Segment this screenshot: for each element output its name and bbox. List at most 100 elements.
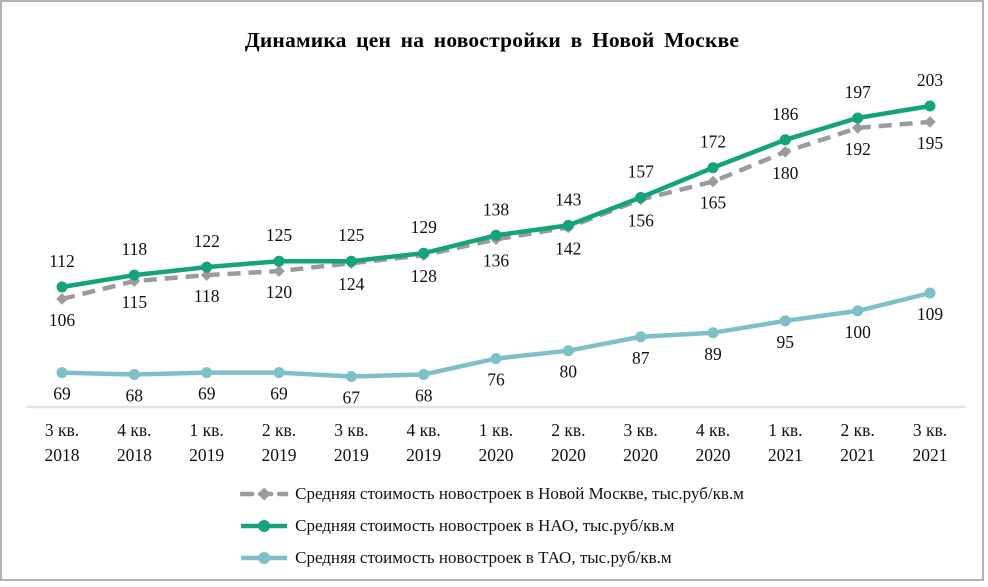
data-label: 68	[126, 386, 144, 406]
data-point-marker	[779, 134, 791, 146]
data-label: 118	[194, 286, 220, 306]
x-axis-label-year: 2021	[913, 445, 948, 465]
data-label: 143	[555, 189, 582, 209]
data-label: 124	[338, 274, 365, 294]
x-axis-label-quarter: 3 кв.	[45, 420, 79, 440]
x-axis-label-year: 2021	[768, 445, 803, 465]
data-label: 172	[700, 132, 726, 152]
x-axis-label-quarter: 1 кв.	[190, 420, 224, 440]
data-point-marker	[852, 305, 864, 317]
x-axis-label-year: 2019	[189, 445, 224, 465]
data-point-marker	[707, 175, 719, 188]
x-axis-label-year: 2020	[479, 445, 514, 465]
data-label: 122	[194, 231, 220, 251]
x-axis-label-quarter: 1 кв.	[768, 420, 802, 440]
data-label: 68	[415, 386, 433, 406]
data-point-marker	[851, 122, 864, 134]
data-label: 129	[411, 217, 438, 237]
data-label: 67	[343, 388, 361, 408]
data-point-marker	[273, 255, 285, 267]
data-point-marker	[273, 265, 285, 277]
x-axis-label-year: 2018	[45, 445, 80, 465]
data-point-marker	[707, 162, 719, 174]
data-label: 69	[198, 384, 216, 404]
data-label: 125	[266, 225, 293, 245]
data-label: 106	[49, 310, 76, 330]
data-label: 192	[845, 139, 871, 159]
data-label: 128	[411, 266, 438, 286]
data-label: 203	[917, 70, 944, 90]
data-point-marker	[779, 315, 791, 327]
data-label: 87	[632, 348, 650, 368]
legend-dashed-line-icon	[240, 487, 289, 501]
data-label: 76	[487, 370, 505, 390]
data-point-marker	[345, 371, 357, 382]
legend-item-nao: Средняя стоимость новостроек в НАО, тыс.…	[240, 510, 744, 542]
chart-title: Динамика цен на новостройки в Новой Моск…	[244, 28, 740, 52]
x-axis-label-year: 2021	[840, 445, 875, 465]
data-point-marker	[924, 100, 936, 112]
data-point-marker	[707, 327, 719, 339]
data-point-marker	[128, 269, 140, 281]
legend: Средняя стоимость новостроек в Новой Мос…	[240, 478, 744, 574]
data-label: 69	[53, 384, 71, 404]
data-point-marker	[345, 255, 357, 267]
x-axis-label-quarter: 4 кв.	[117, 420, 151, 440]
legend-item-tao: Средняя стоимость новостроек в ТАО, тыс.…	[240, 542, 744, 574]
data-point-marker	[273, 367, 285, 379]
x-axis-label-year: 2020	[696, 445, 731, 465]
x-axis-label-quarter: 2 кв.	[841, 420, 875, 440]
data-label: 156	[628, 211, 655, 231]
data-point-marker	[56, 367, 68, 379]
x-axis-label-year: 2019	[334, 445, 369, 465]
x-axis-label-quarter: 4 кв.	[696, 420, 730, 440]
x-axis-label-year: 2020	[551, 445, 586, 465]
data-point-marker	[56, 281, 68, 293]
data-label: 180	[772, 163, 799, 183]
data-label: 89	[704, 344, 722, 364]
data-point-marker	[418, 369, 430, 380]
data-label: 195	[917, 133, 944, 153]
data-label: 197	[845, 82, 872, 102]
data-label: 100	[845, 322, 872, 342]
data-point-marker	[562, 345, 574, 357]
x-axis-label-quarter: 2 кв.	[551, 420, 585, 440]
data-point-marker	[490, 353, 502, 365]
data-point-marker	[635, 331, 647, 343]
x-axis-label-quarter: 1 кв.	[479, 420, 513, 440]
data-point-marker	[490, 229, 502, 241]
data-point-marker	[418, 247, 430, 259]
legend-label: Средняя стоимость новостроек в ТАО, тыс.…	[295, 548, 672, 567]
legend-solid-line-icon	[241, 520, 288, 532]
data-label: 109	[917, 304, 944, 324]
data-point-marker	[779, 146, 792, 158]
data-point-marker	[924, 116, 936, 128]
data-label: 157	[628, 162, 655, 182]
data-label: 138	[483, 199, 510, 219]
data-label: 118	[121, 239, 147, 259]
x-axis-label-year: 2019	[406, 445, 441, 465]
data-point-marker	[201, 367, 213, 379]
data-point-marker	[56, 293, 68, 305]
data-label: 115	[121, 292, 147, 312]
data-point-marker	[128, 369, 140, 380]
x-axis-label-quarter: 3 кв.	[913, 420, 947, 440]
x-axis-label-quarter: 3 кв.	[334, 420, 368, 440]
data-label: 69	[270, 384, 288, 404]
x-axis-label-year: 2019	[262, 445, 297, 465]
data-point-marker	[924, 287, 936, 299]
legend-label: Средняя стоимость новостроек в НАО, тыс.…	[295, 516, 675, 535]
data-label: 136	[483, 250, 510, 270]
data-point-marker	[852, 112, 864, 124]
data-point-marker	[201, 261, 213, 273]
legend-label: Средняя стоимость новостроек в Новой Мос…	[295, 484, 744, 503]
legend-item-new-moscow: Средняя стоимость новостроек в Новой Мос…	[240, 478, 744, 510]
data-label: 142	[555, 238, 581, 258]
data-label: 165	[700, 193, 727, 213]
x-axis-label-quarter: 3 кв.	[624, 420, 658, 440]
x-axis-label-year: 2018	[117, 445, 152, 465]
data-label: 186	[772, 104, 799, 124]
data-label: 125	[338, 225, 365, 245]
